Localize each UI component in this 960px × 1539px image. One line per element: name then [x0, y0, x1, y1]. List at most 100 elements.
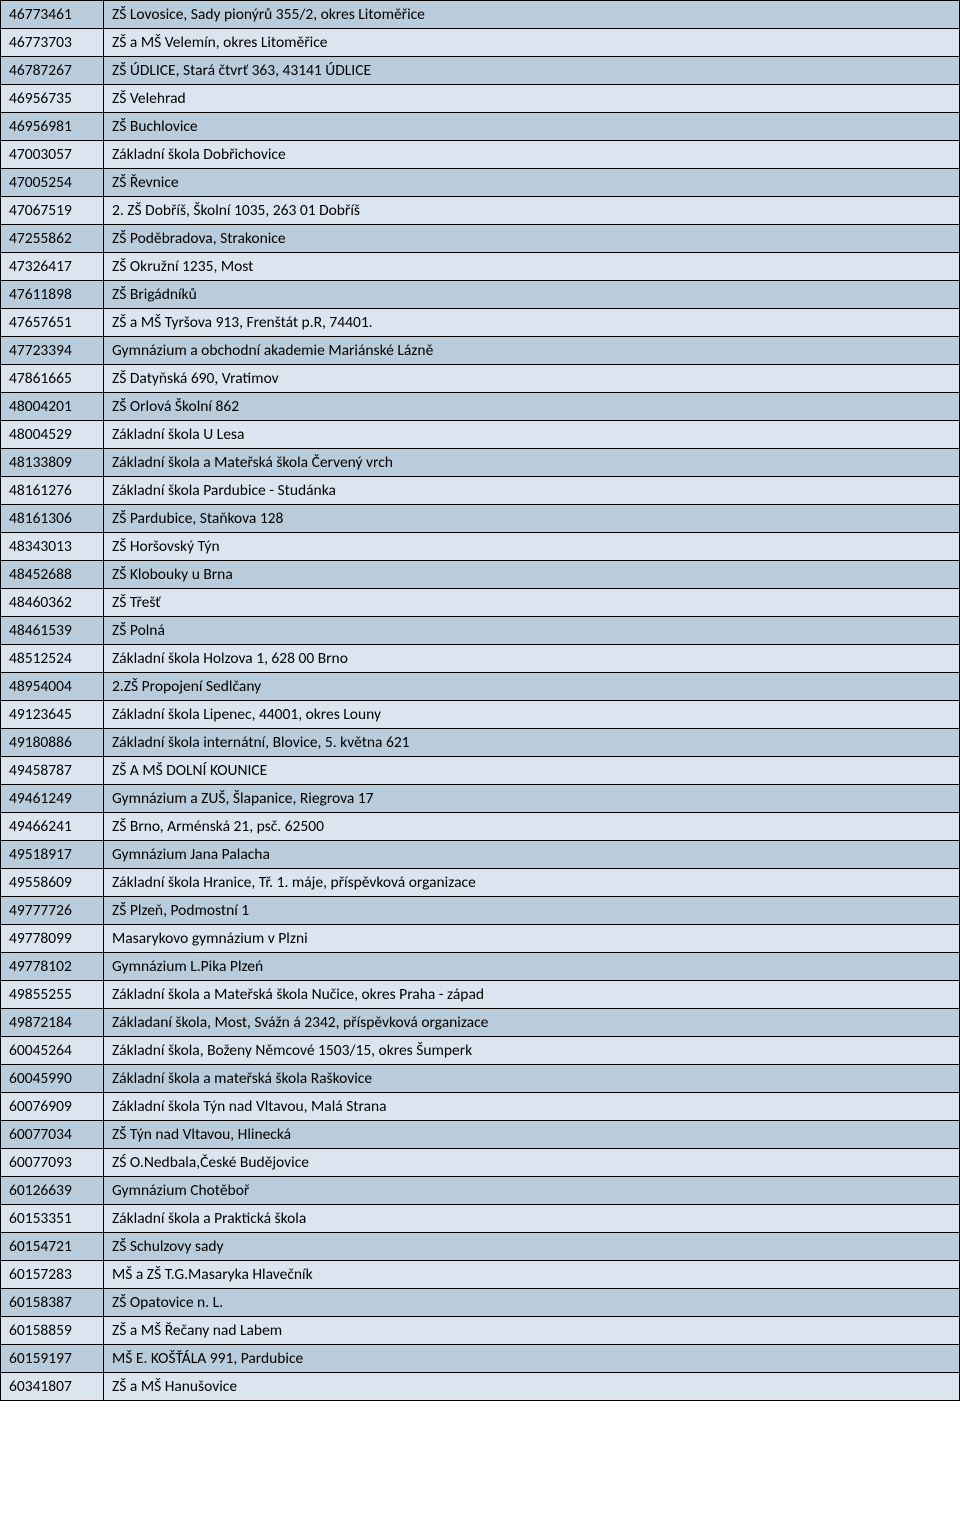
table-row: 47657651ZŠ a MŠ Tyršova 913, Frenštát p.…	[1, 309, 960, 337]
row-id: 46787267	[1, 57, 104, 85]
row-description: Základní škola Týn nad Vltavou, Malá Str…	[104, 1093, 960, 1121]
row-id: 49518917	[1, 841, 104, 869]
row-id: 60158859	[1, 1317, 104, 1345]
table-row: 46773461ZŠ Lovosice, Sady pionýrů 355/2,…	[1, 1, 960, 29]
row-id: 47611898	[1, 281, 104, 309]
table-row: 47611898ZŠ Brigádníků	[1, 281, 960, 309]
table-row: 46956981ZŠ Buchlovice	[1, 113, 960, 141]
row-description: Základní škola a Praktická škola	[104, 1205, 960, 1233]
row-description: ZŠ Týn nad Vltavou, Hlinecká	[104, 1121, 960, 1149]
row-id: 47255862	[1, 225, 104, 253]
row-description: Základní škola a Mateřská škola Červený …	[104, 449, 960, 477]
row-id: 60153351	[1, 1205, 104, 1233]
row-description: Gymnázium a obchodní akademie Mariánské …	[104, 337, 960, 365]
row-id: 60126639	[1, 1177, 104, 1205]
row-description: Základní škola Holzova 1, 628 00 Brno	[104, 645, 960, 673]
row-description: ZŠ Horšovský Týn	[104, 533, 960, 561]
table-row: 47005254ZŠ Řevnice	[1, 169, 960, 197]
table-row: 48133809Základní škola a Mateřská škola …	[1, 449, 960, 477]
row-id: 49777726	[1, 897, 104, 925]
table-row: 46773703ZŠ a MŠ Velemín, okres Litoměřic…	[1, 29, 960, 57]
row-description: Gymnázium a ZUŠ, Šlapanice, Riegrova 17	[104, 785, 960, 813]
row-id: 47723394	[1, 337, 104, 365]
row-id: 49872184	[1, 1009, 104, 1037]
row-description: Základní škola Pardubice - Studánka	[104, 477, 960, 505]
row-id: 48460362	[1, 589, 104, 617]
row-description: ZŠ a MŠ Velemín, okres Litoměřice	[104, 29, 960, 57]
table-row: 48460362ZŠ Třešť	[1, 589, 960, 617]
row-description: Základní škola Lipenec, 44001, okres Lou…	[104, 701, 960, 729]
table-row: 60076909Základní škola Týn nad Vltavou, …	[1, 1093, 960, 1121]
row-id: 47326417	[1, 253, 104, 281]
row-description: ZŠ Pardubice, Staňkova 128	[104, 505, 960, 533]
row-description: ZŠ a MŠ Hanušovice	[104, 1373, 960, 1401]
row-id: 49466241	[1, 813, 104, 841]
row-description: ZŠ a MŠ Tyršova 913, Frenštát p.R, 74401…	[104, 309, 960, 337]
row-description: ZŠ Schulzovy sady	[104, 1233, 960, 1261]
table-row: 49458787ZŠ A MŠ DOLNÍ KOUNICE	[1, 757, 960, 785]
row-id: 48452688	[1, 561, 104, 589]
table-row: 49855255Základní škola a Mateřská škola …	[1, 981, 960, 1009]
row-description: Základní škola a Mateřská škola Nučice, …	[104, 981, 960, 1009]
table-row: 49518917Gymnázium Jana Palacha	[1, 841, 960, 869]
row-description: Základaní škola, Most, Svážn á 2342, pří…	[104, 1009, 960, 1037]
row-description: ZŠ Opatovice n. L.	[104, 1289, 960, 1317]
row-id: 60154721	[1, 1233, 104, 1261]
row-description: ZŠ Klobouky u Brna	[104, 561, 960, 589]
row-id: 46773461	[1, 1, 104, 29]
row-description: ZŠ Lovosice, Sady pionýrů 355/2, okres L…	[104, 1, 960, 29]
row-description: Gymnázium L.Pika Plzeń	[104, 953, 960, 981]
table-row: 60157283MŠ a ZŠ T.G.Masaryka Hlavečník	[1, 1261, 960, 1289]
row-description: MŠ E. KOŠŤÁLA 991, Pardubice	[104, 1345, 960, 1373]
row-description: Masarykovo gymnázium v Plzni	[104, 925, 960, 953]
row-description: MŠ a ZŠ T.G.Masaryka Hlavečník	[104, 1261, 960, 1289]
row-id: 48004201	[1, 393, 104, 421]
table-row: 60158387ZŠ Opatovice n. L.	[1, 1289, 960, 1317]
table-row: 48343013ZŠ Horšovský Týn	[1, 533, 960, 561]
table-row: 47861665ZŠ Datyňská 690, Vratimov	[1, 365, 960, 393]
row-id: 48461539	[1, 617, 104, 645]
table-row: 49466241ZŠ Brno, Arménská 21, psč. 62500	[1, 813, 960, 841]
table-row: 48004529Základní škola U Lesa	[1, 421, 960, 449]
row-description: ZŚ O.Nedbala,České Budějovice	[104, 1149, 960, 1177]
row-id: 49458787	[1, 757, 104, 785]
row-id: 49461249	[1, 785, 104, 813]
row-id: 60045264	[1, 1037, 104, 1065]
row-description: ZŠ Okružní 1235, Most	[104, 253, 960, 281]
row-id: 46773703	[1, 29, 104, 57]
row-description: ZŠ Poděbradova, Strakonice	[104, 225, 960, 253]
table-row: 49872184Základaní škola, Most, Svážn á 2…	[1, 1009, 960, 1037]
row-description: ZŠ ÚDLICE, Stará čtvrť 363, 43141 ÚDLICE	[104, 57, 960, 85]
table-row: 48161306ZŠ Pardubice, Staňkova 128	[1, 505, 960, 533]
row-id: 48512524	[1, 645, 104, 673]
row-id: 48004529	[1, 421, 104, 449]
row-id: 47003057	[1, 141, 104, 169]
table-row: 60126639Gymnázium Chotěboř	[1, 1177, 960, 1205]
row-description: Základní škola a mateřská škola Raškovic…	[104, 1065, 960, 1093]
table-row: 489540042.ZŠ Propojení Sedlčany	[1, 673, 960, 701]
row-description: 2. ZŠ Dobříš, Školní 1035, 263 01 Dobříš	[104, 197, 960, 225]
table-row: 60045264Základní škola, Boženy Němcové 1…	[1, 1037, 960, 1065]
row-description: ZŠ Orlová Školní 862	[104, 393, 960, 421]
row-description: ZŠ Buchlovice	[104, 113, 960, 141]
table-row: 47255862ZŠ Poděbradova, Strakonice	[1, 225, 960, 253]
table-row: 49180886Základní škola internátní, Blovi…	[1, 729, 960, 757]
row-id: 48954004	[1, 673, 104, 701]
table-row: 60159197MŠ E. KOŠŤÁLA 991, Pardubice	[1, 1345, 960, 1373]
row-description: ZŠ Polná	[104, 617, 960, 645]
row-id: 49778102	[1, 953, 104, 981]
table-row: 470675192. ZŠ Dobříš, Školní 1035, 263 0…	[1, 197, 960, 225]
row-description: Gymnázium Chotěboř	[104, 1177, 960, 1205]
row-id: 48133809	[1, 449, 104, 477]
row-id: 48161276	[1, 477, 104, 505]
row-description: ZŠ Brigádníků	[104, 281, 960, 309]
row-description: Gymnázium Jana Palacha	[104, 841, 960, 869]
row-id: 60076909	[1, 1093, 104, 1121]
table-row: 49461249Gymnázium a ZUŠ, Šlapanice, Rieg…	[1, 785, 960, 813]
table-row: 48512524Základní škola Holzova 1, 628 00…	[1, 645, 960, 673]
table-row: 49558609Základní škola Hranice, Tř. 1. m…	[1, 869, 960, 897]
row-description: ZŠ A MŠ DOLNÍ KOUNICE	[104, 757, 960, 785]
row-description: ZŠ Datyňská 690, Vratimov	[104, 365, 960, 393]
row-id: 46956981	[1, 113, 104, 141]
table-row: 48461539ZŠ Polná	[1, 617, 960, 645]
